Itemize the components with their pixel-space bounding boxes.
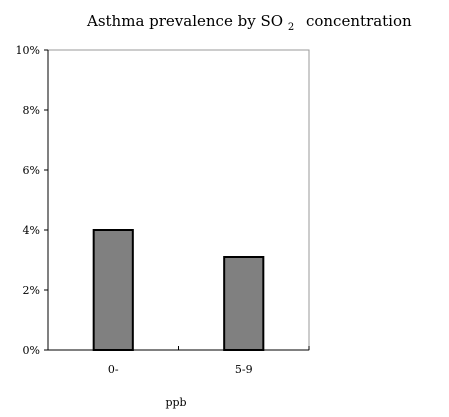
y-axis-ticks: 0% 2% 4% 6% 8% 10% [16, 44, 48, 357]
y-tick-label: 4% [23, 224, 40, 237]
y-tick-label: 2% [23, 284, 40, 297]
y-tick-label: 10% [16, 44, 40, 57]
y-tick-label: 6% [23, 164, 40, 177]
chart-title-subscript: 2 [288, 22, 294, 33]
bars [92, 229, 265, 351]
x-tick-label: 0- [108, 363, 119, 376]
bar-1 [92, 229, 134, 351]
bar-2 [223, 256, 265, 351]
x-axis-labels: 0- 5-9 [108, 363, 253, 376]
chart-title: Asthma prevalence by SO 2 concentration [86, 12, 412, 34]
chart-title-tail: concentration [306, 12, 412, 30]
x-axis-ticks [47, 346, 310, 350]
y-tick-label: 0% [23, 344, 40, 357]
plot-area [47, 49, 310, 351]
x-axis-title: ppb [165, 396, 186, 409]
chart-title-main: Asthma prevalence by SO [86, 12, 283, 30]
x-tick-label: 5-9 [235, 363, 253, 376]
y-tick-label: 8% [23, 104, 40, 117]
